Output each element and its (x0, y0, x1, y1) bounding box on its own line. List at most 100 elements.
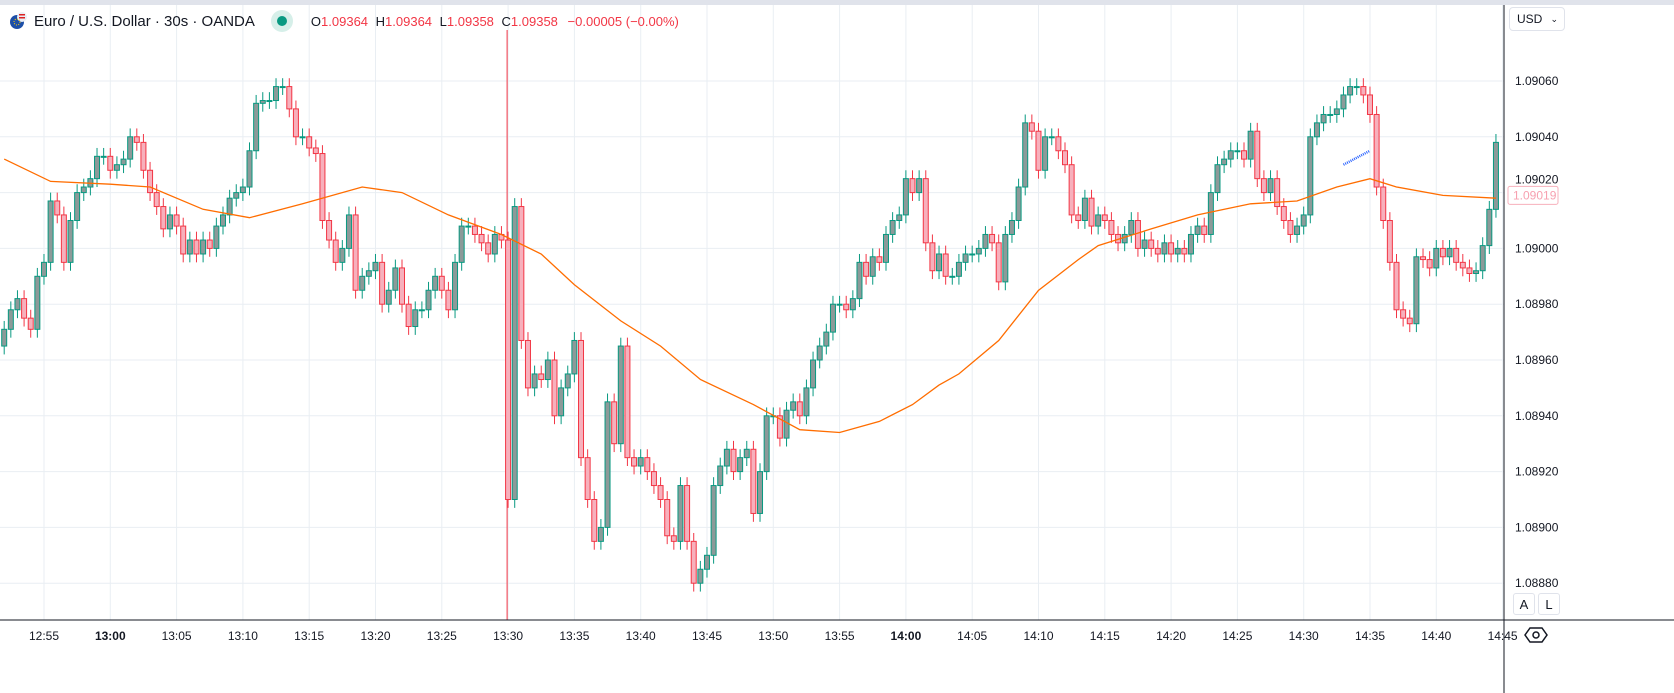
candle (1400, 301, 1407, 327)
x-tick-label: 13:05 (162, 629, 192, 643)
candle (1095, 206, 1102, 235)
candle (843, 295, 850, 319)
candle-body (1234, 150, 1241, 153)
candle-body (1300, 214, 1307, 227)
candle-body (166, 214, 173, 230)
candle (478, 226, 485, 252)
candle-body (239, 186, 246, 194)
candle (286, 78, 293, 118)
candle (1121, 226, 1128, 252)
candle (365, 262, 372, 285)
candle (664, 491, 671, 545)
candle (604, 393, 611, 536)
candle-body (650, 471, 657, 487)
candle-body (1492, 141, 1499, 210)
auto-scale-button[interactable]: A (1513, 593, 1535, 615)
candle-body (1068, 164, 1075, 216)
candle (717, 457, 724, 494)
candle (1393, 253, 1400, 319)
candle-body (929, 242, 936, 272)
candle (1241, 142, 1248, 168)
candle-body (200, 239, 207, 255)
candle (703, 546, 710, 578)
candle-body (478, 233, 485, 244)
x-tick-label: 13:10 (228, 629, 258, 643)
candle (405, 295, 412, 335)
candle (1174, 240, 1181, 263)
candle-body (1075, 214, 1082, 221)
candle (710, 477, 717, 564)
candle-body (412, 309, 419, 328)
candle-body (1453, 247, 1460, 263)
candle (1439, 240, 1446, 266)
close-value: 1.09358 (510, 13, 558, 29)
candle (624, 337, 631, 467)
candle (962, 245, 969, 271)
symbol-title[interactable]: Euro / U.S. Dollar · 30s · OANDA (34, 12, 255, 30)
candle-body (723, 448, 730, 467)
x-tick-label: 14:45 (1488, 629, 1518, 643)
market-status-icon[interactable] (270, 10, 293, 32)
open-label: O (310, 13, 322, 29)
x-tick-label: 13:15 (294, 629, 324, 643)
x-tick-label: 14:00 (891, 629, 922, 643)
candle (133, 128, 140, 151)
candle (1035, 122, 1042, 179)
candle-body (133, 136, 140, 143)
candle (392, 259, 399, 299)
candle-body (982, 233, 989, 249)
candle (776, 407, 783, 447)
candle-body (637, 457, 644, 467)
candle (578, 332, 585, 467)
candle (279, 78, 286, 95)
candle-body (193, 239, 200, 255)
candle-body (219, 214, 226, 227)
candle (1459, 253, 1466, 277)
settings-eye-icon[interactable] (1524, 626, 1548, 644)
x-tick-label: 14:20 (1156, 629, 1186, 643)
candle (219, 206, 226, 235)
candle (1380, 178, 1387, 229)
candle-body (644, 457, 651, 473)
close-label: C (501, 13, 511, 29)
candle-body (531, 373, 538, 389)
candle (226, 189, 233, 224)
candle-body (1134, 220, 1141, 249)
candle (684, 477, 691, 550)
candle-body (631, 457, 638, 467)
candle-body (120, 158, 127, 166)
candle (1161, 234, 1168, 263)
candle (597, 519, 604, 550)
candle-body (34, 275, 41, 330)
candle (531, 365, 538, 397)
candle-body (876, 256, 883, 263)
candle (743, 440, 750, 467)
currency-selector[interactable]: USD ⌄ (1509, 7, 1565, 31)
candle (1280, 198, 1287, 229)
log-scale-button[interactable]: L (1538, 593, 1560, 615)
candle (637, 449, 644, 475)
candle-body (153, 192, 160, 208)
candle-body (1347, 86, 1354, 96)
candle-body (1221, 158, 1228, 166)
candle (558, 379, 565, 425)
low-value: 1.09358 (446, 13, 494, 29)
candle-body (491, 233, 498, 255)
candle (47, 192, 54, 271)
candle (882, 226, 889, 271)
candle (1154, 240, 1161, 263)
candle (1492, 134, 1499, 218)
candle-body (1108, 220, 1115, 235)
candle (571, 332, 578, 383)
x-tick-label: 14:30 (1289, 629, 1319, 643)
candle-body (213, 225, 220, 249)
candle (332, 231, 339, 271)
candle-body (1420, 256, 1427, 261)
candle-body (432, 275, 439, 291)
candle-body (843, 303, 850, 311)
candle-body (743, 448, 750, 459)
candle-body (1333, 108, 1340, 115)
candle-body (392, 267, 399, 291)
x-tick-label: 14:10 (1023, 629, 1053, 643)
